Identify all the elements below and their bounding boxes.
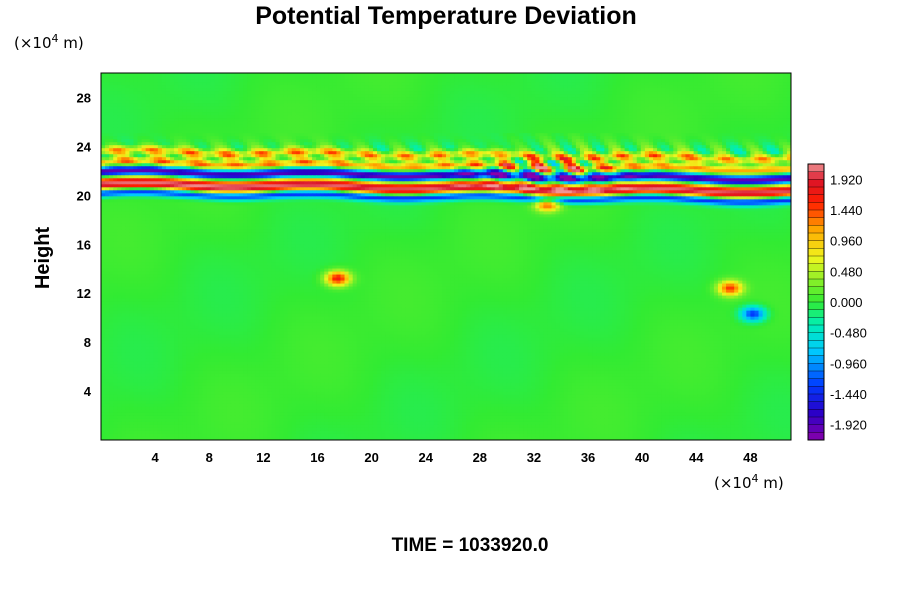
colorbar-level (808, 233, 824, 241)
colorbar-level (808, 202, 824, 211)
colorbar-tick-label: 0.480 (830, 264, 863, 279)
colorbar-level (808, 386, 824, 395)
colorbar-tick-label: -0.480 (830, 326, 867, 341)
y-tick-label: 4 (84, 384, 92, 399)
x-tick-label: 48 (743, 450, 757, 465)
colorbar-tick-label: -1.440 (830, 387, 867, 402)
colorbar-tick-label: 1.440 (830, 203, 863, 218)
colorbar-level (808, 210, 824, 218)
colorbar-level (808, 225, 824, 234)
x-tick-label: 36 (581, 450, 595, 465)
colorbar-frame (807, 163, 825, 441)
colorbar-level (808, 248, 824, 257)
x-tick-label: 12 (256, 450, 270, 465)
x-tick-label: 40 (635, 450, 649, 465)
colorbar-level (808, 271, 824, 280)
x-axis: 4 8 12 16 20 24 28 32 36 40 44 48 (152, 450, 758, 465)
colorbar-level (808, 302, 824, 310)
colorbar-level (808, 240, 824, 249)
y-tick-label: 20 (77, 188, 91, 203)
y-tick-label: 8 (84, 335, 91, 350)
y-axis: 4 8 12 16 20 24 28 (77, 90, 92, 399)
colorbar-level (808, 217, 824, 226)
y-tick-label: 24 (77, 139, 92, 154)
colorbar-level (808, 179, 824, 188)
colorbar-level (808, 394, 824, 402)
colorbar-level (808, 194, 824, 203)
y-tick-label: 12 (77, 286, 91, 301)
colorbar-level (808, 417, 824, 425)
colorbar-level (808, 294, 824, 303)
colorbar-level (808, 348, 824, 356)
colorbar-tick-label: 0.000 (830, 295, 863, 310)
x-tick-label: 8 (206, 450, 213, 465)
x-tick-label: 32 (527, 450, 541, 465)
x-tick-label: 16 (310, 450, 324, 465)
plot-frame (100, 72, 792, 441)
y-axis-label: Height (32, 227, 54, 290)
colorbar-level (808, 263, 824, 272)
colorbar-level (808, 256, 824, 264)
colorbar-level (808, 363, 824, 372)
chart-title: Potential Temperature Deviation (255, 2, 637, 30)
colorbar-level (808, 325, 824, 333)
colorbar-level (808, 279, 824, 287)
time-label: TIME = 1033920.0 (392, 535, 549, 556)
colorbar-tick-label: -0.960 (830, 356, 867, 371)
x-unit-label: (×104 m) (714, 472, 784, 493)
plot-area (100, 72, 792, 441)
colorbar-level (808, 355, 824, 364)
colorbar-level (808, 371, 824, 379)
colorbar-level (808, 309, 824, 318)
colorbar-level (808, 401, 824, 410)
colorbar-level (808, 332, 824, 341)
y-tick-label: 28 (77, 90, 91, 105)
colorbar-level (808, 424, 824, 433)
colorbar-level (808, 378, 824, 387)
colorbar-tick-label: 1.920 (830, 172, 863, 187)
colorbar-level (808, 164, 824, 172)
x-tick-label: 28 (473, 450, 487, 465)
colorbar-level (808, 171, 824, 180)
colorbar-level (808, 432, 824, 441)
colorbar: 1.920 1.440 0.960 0.480 0.000 -0.480 -0.960 -1.… (808, 163, 867, 441)
colorbar-level (808, 409, 824, 418)
colorbar-level (808, 187, 824, 195)
x-tick-label: 24 (418, 450, 433, 465)
colorbar-level (808, 317, 824, 326)
colorbar-tick-label: -1.920 (830, 418, 867, 433)
colorbar-level (808, 286, 824, 295)
x-tick-label: 4 (152, 450, 160, 465)
colorbar-level (808, 340, 824, 349)
x-tick-label: 44 (689, 450, 704, 465)
y-tick-label: 16 (77, 237, 91, 252)
colorbar-tick-label: 0.960 (830, 234, 863, 249)
heatmap-field (101, 73, 792, 441)
y-unit-label: (×104 m) (14, 32, 84, 53)
x-tick-label: 20 (364, 450, 378, 465)
